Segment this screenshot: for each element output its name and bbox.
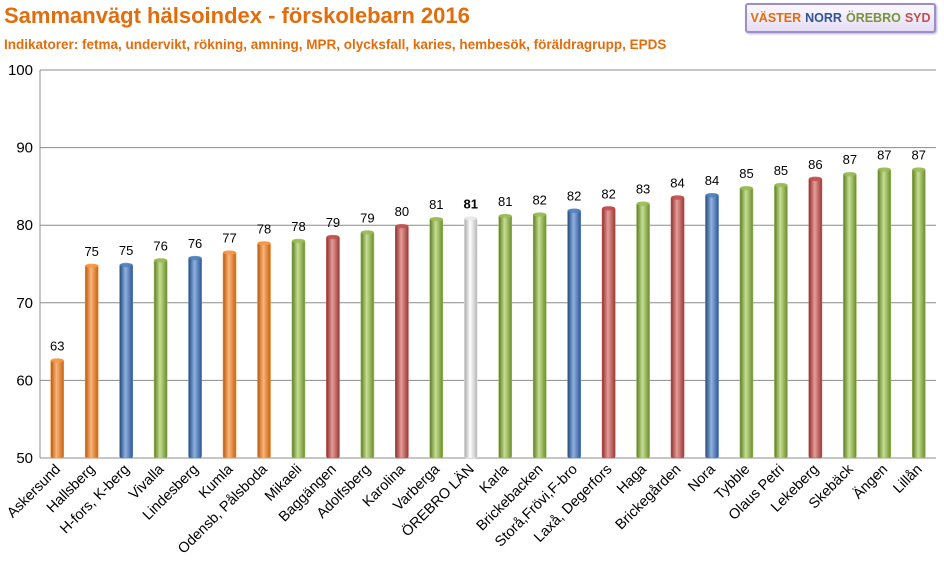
legend-vaster: VÄSTER (750, 11, 802, 25)
bar (532, 213, 547, 459)
chart-subtitle: Indikatorer: fetma, undervikt, rökning, … (4, 37, 667, 52)
bar (808, 177, 823, 459)
bar-cap (636, 201, 650, 206)
y-tick-label: 100 (8, 62, 33, 79)
bar (636, 202, 650, 459)
bar-cap (498, 213, 512, 219)
data-label: 63 (50, 338, 64, 353)
data-label: 87 (912, 148, 926, 163)
bar (257, 241, 271, 459)
data-label: 82 (532, 193, 546, 208)
y-axis: 50 60 70 80 90 100 (8, 62, 41, 467)
data-label: 81 (429, 197, 443, 212)
bar-cap (671, 195, 685, 200)
bar (119, 263, 133, 459)
y-tick-label: 90 (16, 140, 33, 157)
data-labels: 63 75 75 76 76 77 78 78 79 79 80 81 81 81 82 82 82 83 84 84… (50, 148, 926, 354)
bar-cap (291, 238, 305, 244)
bar (739, 186, 754, 459)
bar (50, 359, 65, 459)
legend-orebro: ÖREBRO (845, 11, 901, 25)
bar (705, 193, 719, 459)
data-label: 81 (464, 196, 478, 211)
bar (498, 214, 513, 459)
bar-cap (602, 206, 616, 211)
data-label: 80 (395, 204, 409, 219)
bar (360, 231, 375, 459)
bar-cap (326, 234, 340, 240)
legend-syd: SYD (904, 11, 931, 25)
bar (429, 217, 444, 459)
y-tick-label: 50 (16, 450, 33, 467)
bar (601, 207, 616, 459)
x-tick-label: Ängen (849, 461, 891, 503)
bar (84, 264, 99, 459)
data-label: 87 (877, 148, 891, 163)
data-label: 79 (360, 210, 374, 225)
bar-cap (808, 176, 822, 182)
bar-cap (567, 208, 581, 213)
x-tick-label: Lillån (890, 462, 925, 497)
bar-cap (843, 172, 857, 177)
bar (877, 168, 892, 459)
data-label: 78 (291, 219, 305, 234)
data-label: 76 (188, 236, 202, 251)
data-label: 82 (601, 186, 615, 201)
data-label: 75 (84, 244, 98, 259)
bar (774, 183, 788, 459)
bar-cap (877, 167, 891, 172)
bars (50, 167, 926, 459)
bar (153, 259, 168, 459)
bar-cap (705, 192, 719, 198)
chart-title: Sammanvägt hälsoindex - förskolebarn 201… (4, 3, 470, 28)
bar-cap (533, 212, 547, 217)
bar (843, 172, 857, 459)
bar-cap (50, 358, 64, 363)
bar-cap (188, 255, 202, 261)
bar (567, 209, 581, 459)
bar-cap (119, 262, 133, 268)
data-label: 75 (119, 243, 133, 258)
data-label: 76 (153, 238, 167, 253)
data-label: 84 (705, 173, 719, 188)
data-label: 87 (843, 152, 857, 167)
data-label: 81 (498, 194, 512, 209)
bar-cap (154, 258, 168, 263)
bar-cap (429, 217, 443, 222)
data-label: 85 (739, 166, 753, 181)
data-label: 83 (636, 182, 650, 197)
gridlines (40, 69, 936, 459)
bar-cap (257, 241, 271, 246)
bar (222, 251, 237, 459)
bar-cap (912, 167, 926, 172)
data-label: 85 (774, 163, 788, 178)
bar (911, 168, 926, 459)
bar (188, 256, 202, 459)
bar-cap (395, 224, 409, 229)
y-tick-label: 70 (16, 295, 33, 312)
bar (326, 235, 340, 459)
bar-cap (360, 230, 374, 235)
data-label: 84 (670, 175, 684, 190)
bar (463, 217, 478, 459)
bar (395, 224, 409, 459)
data-label: 78 (257, 221, 271, 236)
bar-cap (464, 216, 478, 221)
bar-cap (85, 263, 99, 268)
region-legend: VÄSTER NORR ÖREBRO SYD (745, 3, 936, 33)
y-tick-label: 60 (16, 372, 33, 389)
bar (670, 196, 685, 459)
data-label: 86 (808, 157, 822, 172)
bar-cap (739, 185, 753, 191)
y-tick-label: 80 (16, 217, 33, 234)
data-label: 77 (222, 231, 236, 246)
bar-cap (774, 182, 788, 188)
legend-norr: NORR (805, 11, 842, 25)
data-label: 82 (567, 189, 581, 204)
bar (291, 239, 306, 459)
bar-cap (223, 250, 237, 255)
data-label: 79 (326, 215, 340, 230)
